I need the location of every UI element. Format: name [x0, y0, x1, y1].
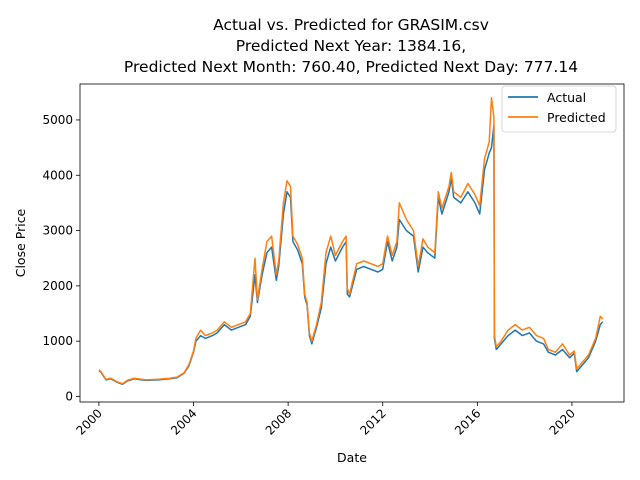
y-axis: 0 1000 2000 3000 4000 5000 — [42, 113, 80, 403]
y-tick-label: 4000 — [42, 168, 73, 182]
y-axis-label: Close Price — [13, 208, 28, 277]
y-tick-label: 2000 — [42, 279, 73, 293]
chart-title-line-2: Predicted Next Year: 1384.16, — [236, 37, 466, 55]
axes-frame — [79, 83, 625, 403]
y-tick-label: 0 — [65, 389, 73, 403]
legend-label-predicted: Predicted — [547, 110, 606, 125]
chart-title-line-1: Actual vs. Predicted for GRASIM.csv — [213, 16, 489, 34]
series-layer — [98, 97, 604, 386]
x-axis-label: Date — [337, 450, 367, 465]
legend-label-actual: Actual — [547, 90, 586, 105]
legend: Actual Predicted — [501, 85, 617, 133]
y-tick-label: 3000 — [42, 224, 73, 238]
chart-title-line-3: Predicted Next Month: 760.40, Predicted … — [124, 58, 578, 76]
y-tick-label: 5000 — [42, 113, 73, 127]
series-line-predicted — [98, 97, 604, 385]
y-tick-label: 1000 — [42, 334, 73, 348]
